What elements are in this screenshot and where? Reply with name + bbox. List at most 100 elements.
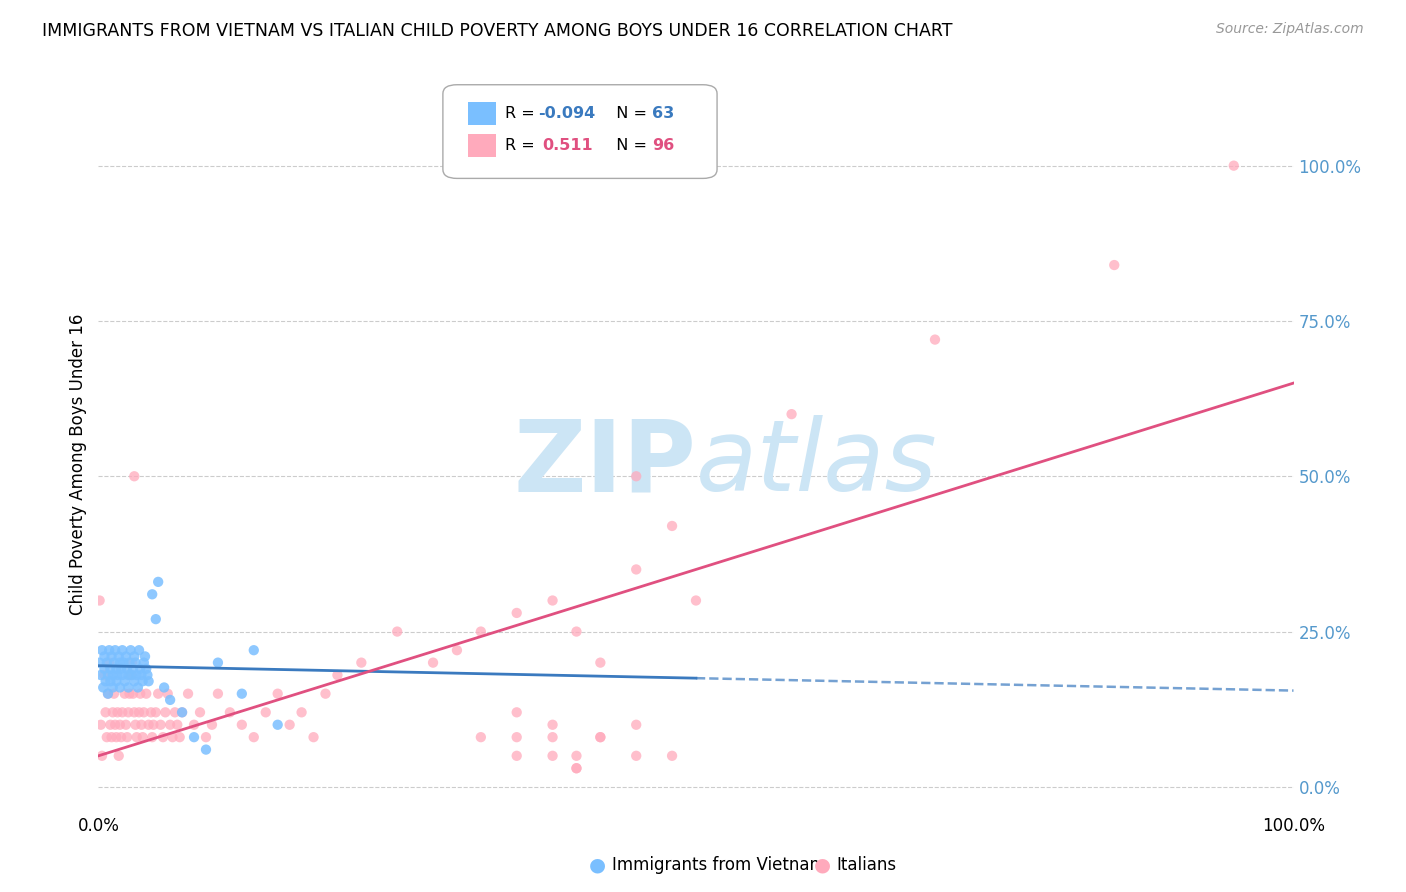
- Point: [163, 706, 186, 720]
- Point: [155, 706, 177, 720]
- Text: 0.511: 0.511: [543, 138, 593, 153]
- Point: [114, 687, 136, 701]
- Point: [565, 761, 588, 775]
- Point: [93, 668, 115, 682]
- Point: [139, 706, 162, 720]
- Point: [98, 662, 122, 676]
- Point: [124, 469, 146, 483]
- Point: [98, 643, 121, 657]
- Text: ●: ●: [814, 855, 831, 875]
- Point: [267, 687, 290, 701]
- Point: [101, 681, 124, 695]
- Point: [132, 706, 155, 720]
- Point: [131, 674, 153, 689]
- Point: [169, 730, 191, 744]
- Point: [108, 656, 131, 670]
- Point: [105, 674, 128, 689]
- Point: [162, 730, 184, 744]
- Point: [111, 706, 134, 720]
- Point: [541, 748, 564, 763]
- Point: [115, 717, 138, 731]
- Point: [589, 730, 612, 744]
- Point: [172, 706, 194, 720]
- Point: [136, 668, 159, 682]
- Point: [112, 656, 135, 670]
- Point: [626, 469, 648, 483]
- Point: [183, 717, 205, 731]
- Point: [105, 662, 128, 676]
- Point: [422, 656, 444, 670]
- Point: [148, 574, 170, 589]
- Point: [124, 649, 146, 664]
- Point: [1223, 159, 1246, 173]
- Text: R =: R =: [505, 106, 540, 120]
- Point: [107, 649, 129, 664]
- Point: [91, 643, 114, 657]
- Point: [91, 748, 114, 763]
- Point: [110, 730, 132, 744]
- Point: [108, 681, 131, 695]
- Point: [90, 668, 112, 682]
- Point: [148, 687, 170, 701]
- Point: [541, 593, 564, 607]
- Point: [626, 748, 648, 763]
- Point: [89, 656, 111, 670]
- Point: [254, 706, 277, 720]
- Point: [131, 717, 153, 731]
- Point: [127, 681, 149, 695]
- Point: [97, 687, 120, 701]
- Point: [91, 681, 114, 695]
- Point: [589, 730, 612, 744]
- Point: [122, 662, 145, 676]
- Point: [267, 717, 290, 731]
- Point: [115, 730, 138, 744]
- Point: [128, 706, 150, 720]
- Point: [385, 624, 409, 639]
- Text: atlas: atlas: [696, 416, 938, 512]
- Point: [446, 643, 468, 657]
- Point: [177, 687, 200, 701]
- Point: [100, 649, 122, 664]
- Point: [156, 687, 179, 701]
- Point: [124, 674, 146, 689]
- Text: R =: R =: [505, 138, 544, 153]
- Point: [207, 656, 229, 670]
- Point: [94, 674, 117, 689]
- Text: 63: 63: [652, 106, 675, 120]
- Point: [231, 717, 253, 731]
- Point: [107, 706, 129, 720]
- Point: [93, 662, 115, 676]
- Point: [924, 333, 946, 347]
- Text: N =: N =: [606, 138, 652, 153]
- Point: [103, 656, 125, 670]
- Point: [626, 562, 648, 576]
- Point: [135, 662, 157, 676]
- Point: [141, 730, 163, 744]
- Point: [506, 730, 529, 744]
- Point: [98, 674, 122, 689]
- Point: [141, 587, 163, 601]
- Point: [120, 668, 142, 682]
- Point: [104, 643, 127, 657]
- Point: [138, 717, 160, 731]
- Point: [142, 717, 165, 731]
- Point: [117, 706, 139, 720]
- Point: [118, 687, 141, 701]
- Text: 96: 96: [652, 138, 675, 153]
- Point: [107, 668, 129, 682]
- Text: ZIP: ZIP: [513, 416, 696, 512]
- Text: Source: ZipAtlas.com: Source: ZipAtlas.com: [1216, 22, 1364, 37]
- Point: [565, 761, 588, 775]
- Point: [470, 730, 492, 744]
- Point: [470, 624, 492, 639]
- Y-axis label: Child Poverty Among Boys Under 16: Child Poverty Among Boys Under 16: [69, 313, 87, 615]
- Point: [111, 643, 134, 657]
- Point: [291, 706, 314, 720]
- Point: [129, 687, 152, 701]
- Point: [149, 717, 172, 731]
- Point: [131, 668, 153, 682]
- Point: [96, 656, 118, 670]
- Point: [188, 706, 211, 720]
- Point: [107, 748, 129, 763]
- Text: ●: ●: [589, 855, 606, 875]
